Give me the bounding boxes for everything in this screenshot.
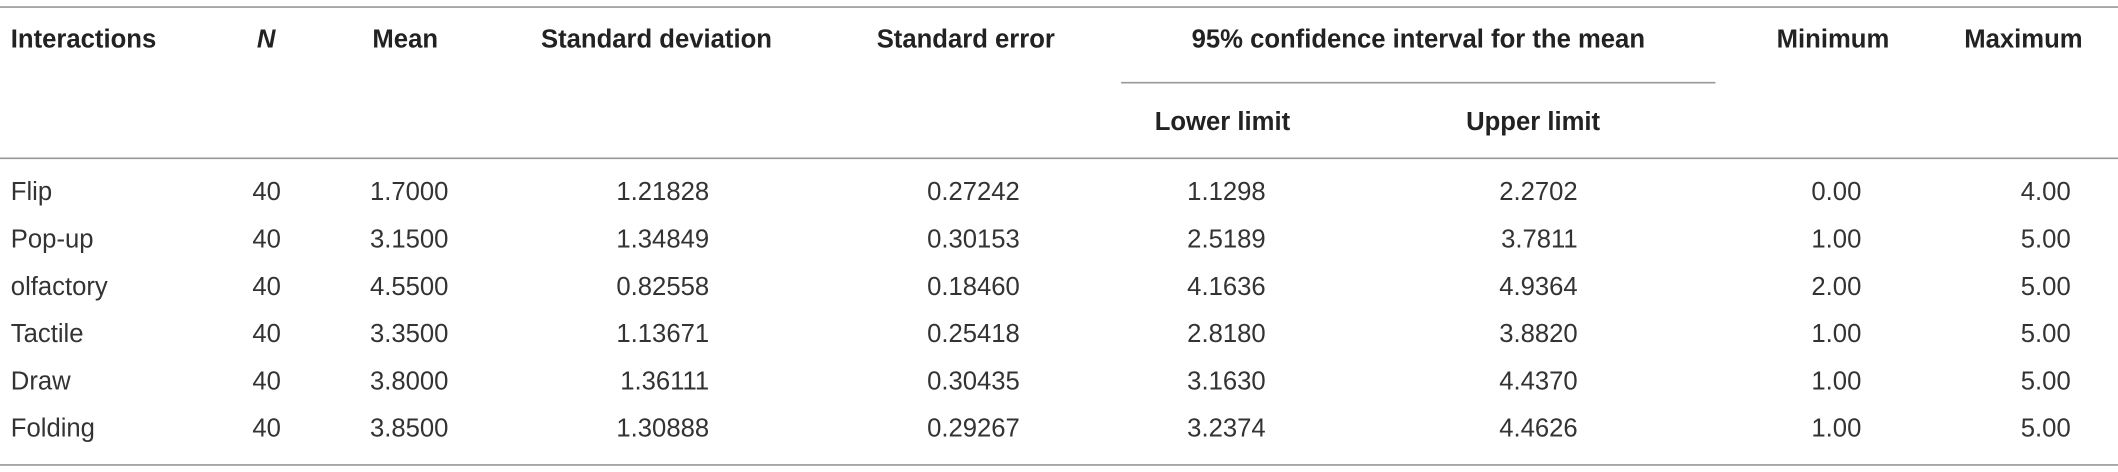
cell: 1.13671: [616, 320, 709, 348]
cell: 3.2374: [1187, 415, 1265, 443]
cell: 3.1500: [370, 226, 448, 254]
cell: 4.4626: [1499, 415, 1577, 443]
cell: 1.00: [1811, 226, 1861, 254]
column-header: Standard error: [877, 26, 1055, 54]
column-header: Standard deviation: [541, 26, 772, 54]
cell: 40: [252, 415, 281, 443]
cell: 3.1630: [1187, 367, 1265, 395]
cell: 40: [252, 320, 281, 348]
cell: 0.18460: [927, 273, 1020, 301]
cell: 4.4370: [1499, 367, 1577, 395]
cell: 3.8500: [370, 415, 448, 443]
cell: 2.2702: [1499, 178, 1577, 206]
cell: 1.00: [1811, 415, 1861, 443]
cell: 4.9364: [1499, 273, 1577, 301]
cell: 40: [252, 367, 281, 395]
cell: 1.34849: [616, 226, 709, 254]
cell: 5.00: [2021, 273, 2071, 301]
cell: 2.8180: [1187, 320, 1265, 348]
column-header: Interactions: [11, 26, 156, 54]
cell: 4.1636: [1187, 273, 1265, 301]
cell: 3.8000: [370, 367, 448, 395]
row-label: Folding: [11, 415, 95, 443]
column-header: N: [257, 26, 276, 54]
cell: 2.5189: [1187, 226, 1265, 254]
cell: 5.00: [2021, 320, 2071, 348]
cell: 4.5500: [370, 273, 448, 301]
cell: 0.25418: [927, 320, 1020, 348]
cell: 0.29267: [927, 415, 1020, 443]
cell: 1.21828: [616, 178, 709, 206]
row-label: Pop-up: [11, 226, 94, 254]
cell: 40: [252, 273, 281, 301]
cell: 5.00: [2021, 367, 2071, 395]
cell: 1.1298: [1187, 178, 1265, 206]
cell: 1.30888: [616, 415, 709, 443]
row-label: Draw: [11, 367, 71, 395]
row-label: Tactile: [11, 320, 84, 348]
cell: 3.7811: [1501, 226, 1578, 254]
cell: 40: [252, 226, 281, 254]
cell: 1.00: [1811, 367, 1861, 395]
column-header: 95% confidence interval for the mean: [1192, 26, 1645, 54]
cell: 4.00: [2021, 178, 2071, 206]
sub-header: Lower limit: [1155, 108, 1291, 136]
cell: 3.8820: [1499, 320, 1577, 348]
cell: 0.82558: [616, 273, 709, 301]
cell: 2.00: [1811, 273, 1861, 301]
cell: 1.00: [1811, 320, 1861, 348]
column-header: Minimum: [1777, 26, 1890, 54]
cell: 0.27242: [927, 178, 1020, 206]
cell: 1.36111: [620, 367, 709, 395]
cell: 5.00: [2021, 226, 2071, 254]
cell: 0.30435: [927, 367, 1020, 395]
column-header: Mean: [372, 26, 438, 54]
row-label: Flip: [11, 178, 52, 206]
cell: 0.30153: [927, 226, 1020, 254]
sub-header: Upper limit: [1466, 108, 1600, 136]
cell: 40: [252, 178, 281, 206]
cell: 5.00: [2021, 415, 2071, 443]
cell: 3.3500: [370, 320, 448, 348]
column-header: Maximum: [1964, 26, 2082, 54]
row-label: olfactory: [11, 273, 108, 301]
cell: 1.7000: [370, 178, 448, 206]
cell: 0.00: [1811, 178, 1861, 206]
